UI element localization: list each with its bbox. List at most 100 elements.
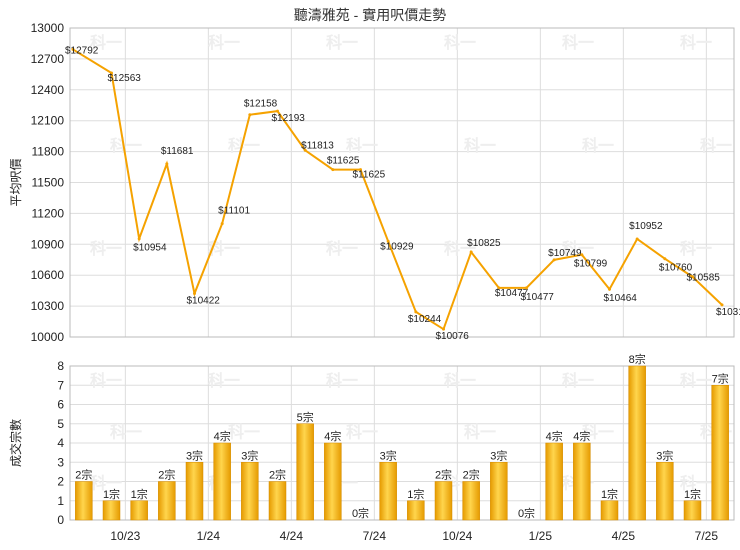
- price-ytick-label: 10300: [31, 299, 65, 313]
- price-point: [469, 250, 473, 254]
- price-point: [71, 47, 75, 51]
- count-bar: [130, 500, 148, 521]
- count-ytick-label: 8: [57, 359, 64, 373]
- price-point: [193, 292, 196, 296]
- x-tick-label: 10/24: [442, 529, 472, 543]
- count-ytick-label: 3: [57, 455, 64, 469]
- price-data-label: $10954: [133, 243, 167, 254]
- watermark: 科一: [444, 371, 476, 390]
- count-bar: [102, 500, 121, 521]
- watermark: 科一: [582, 422, 614, 441]
- price-point: [442, 327, 445, 331]
- price-data-label: $10952: [629, 221, 663, 232]
- watermark: 科一: [208, 33, 240, 52]
- price-point: [720, 303, 724, 307]
- price-ytick-label: 13000: [31, 21, 65, 35]
- count-bar: [213, 442, 231, 521]
- price-point: [525, 286, 528, 290]
- watermark: 科一: [208, 371, 240, 390]
- price-point: [386, 239, 390, 243]
- count-bar: [324, 442, 342, 521]
- count-bar: [600, 500, 619, 521]
- price-series-line: [72, 48, 723, 331]
- count-data-label: 4宗: [546, 429, 563, 443]
- count-data-label: 2宗: [435, 468, 452, 482]
- x-tick-label: 4/25: [612, 529, 636, 543]
- price-point: [580, 253, 584, 257]
- price-point: [331, 168, 335, 172]
- watermark: 科一: [228, 136, 260, 155]
- watermark: 科一: [326, 371, 358, 390]
- price-ytick-label: 12100: [31, 114, 65, 128]
- count-data-label: 1宗: [131, 487, 148, 501]
- watermark: 科一: [562, 371, 594, 390]
- price-ytick-label: 10900: [31, 237, 65, 251]
- count-data-label: 2宗: [158, 468, 175, 482]
- price-ytick-label: 11500: [32, 176, 65, 190]
- price-point: [165, 162, 169, 166]
- count-bar: [683, 500, 702, 521]
- count-bar: [434, 481, 453, 521]
- x-tick-label: 4/24: [280, 529, 304, 543]
- price-frame: [69, 27, 735, 338]
- count-data-label: 3宗: [186, 448, 203, 462]
- x-tick-label: 7/24: [363, 529, 387, 543]
- watermark: 科一: [680, 239, 712, 258]
- count-bar: [75, 481, 93, 521]
- price-data-label: $11101: [218, 206, 250, 217]
- price-ytick-label: 11200: [32, 206, 65, 220]
- count-bar: [296, 423, 314, 521]
- price-ytick-label: 10000: [31, 330, 65, 344]
- price-point: [248, 113, 252, 117]
- count-data-label: 1宗: [103, 487, 120, 501]
- price-point: [691, 275, 694, 279]
- count-data-label: 2宗: [75, 468, 92, 482]
- count-bar: [407, 500, 425, 521]
- price-data-label: $10464: [604, 293, 638, 304]
- watermark: 科一: [444, 33, 476, 52]
- watermark: 科一: [90, 33, 122, 52]
- count-bar: [268, 481, 287, 521]
- count-bar: [573, 442, 591, 521]
- count-data-label: 5宗: [297, 410, 314, 424]
- count-data-label: 3宗: [380, 448, 397, 462]
- count-data-label: 7宗: [712, 371, 729, 385]
- watermark: 科一: [680, 371, 712, 390]
- watermark: 科一: [680, 33, 712, 52]
- watermark: 科一: [326, 239, 358, 258]
- count-bar: [545, 442, 563, 521]
- price-point: [110, 71, 113, 75]
- count-data-label: 3宗: [656, 448, 673, 462]
- count-data-label: 0宗: [518, 506, 535, 520]
- price-data-label: $10244: [408, 314, 442, 325]
- count-frame: [69, 365, 735, 521]
- price-point: [663, 257, 667, 261]
- price-data-label: $10585: [687, 273, 721, 284]
- count-ytick-label: 2: [57, 475, 64, 489]
- count-bar: [628, 365, 646, 521]
- count-ylabel: 成交宗數: [8, 419, 23, 467]
- price-line-panel: 10000 10300 10600 10900 11200 11500 11800 12100…: [9, 21, 740, 344]
- price-data-label: $12193: [272, 113, 306, 124]
- x-tick-label: 10/23: [110, 529, 140, 543]
- count-data-label: 1宗: [684, 487, 701, 501]
- price-data-label: $10825: [467, 238, 501, 249]
- count-ytick-label: 5: [57, 417, 64, 431]
- x-tick-label: 1/25: [529, 529, 553, 543]
- count-data-label: 1宗: [407, 487, 424, 501]
- price-data-label: $12158: [244, 99, 278, 110]
- chart-title: 聽濤雅苑 - 實用呎價走勢: [294, 7, 446, 23]
- price-data-label: $10477: [521, 292, 555, 303]
- watermark: 科一: [110, 422, 142, 441]
- watermark: 科一: [444, 239, 476, 258]
- price-data-label: $12792: [65, 45, 99, 56]
- price-data-label: $11625: [353, 170, 386, 181]
- price-ytick-label: 12400: [31, 83, 65, 97]
- watermark: 科一: [680, 474, 712, 493]
- x-tick-label: 1/24: [197, 529, 221, 543]
- price-data-label: $10477: [495, 288, 529, 299]
- count-data-label: 2宗: [463, 468, 480, 482]
- price-data-label: $10422: [187, 296, 221, 307]
- watermark: 科一: [700, 136, 732, 155]
- watermark: 科一: [90, 371, 122, 390]
